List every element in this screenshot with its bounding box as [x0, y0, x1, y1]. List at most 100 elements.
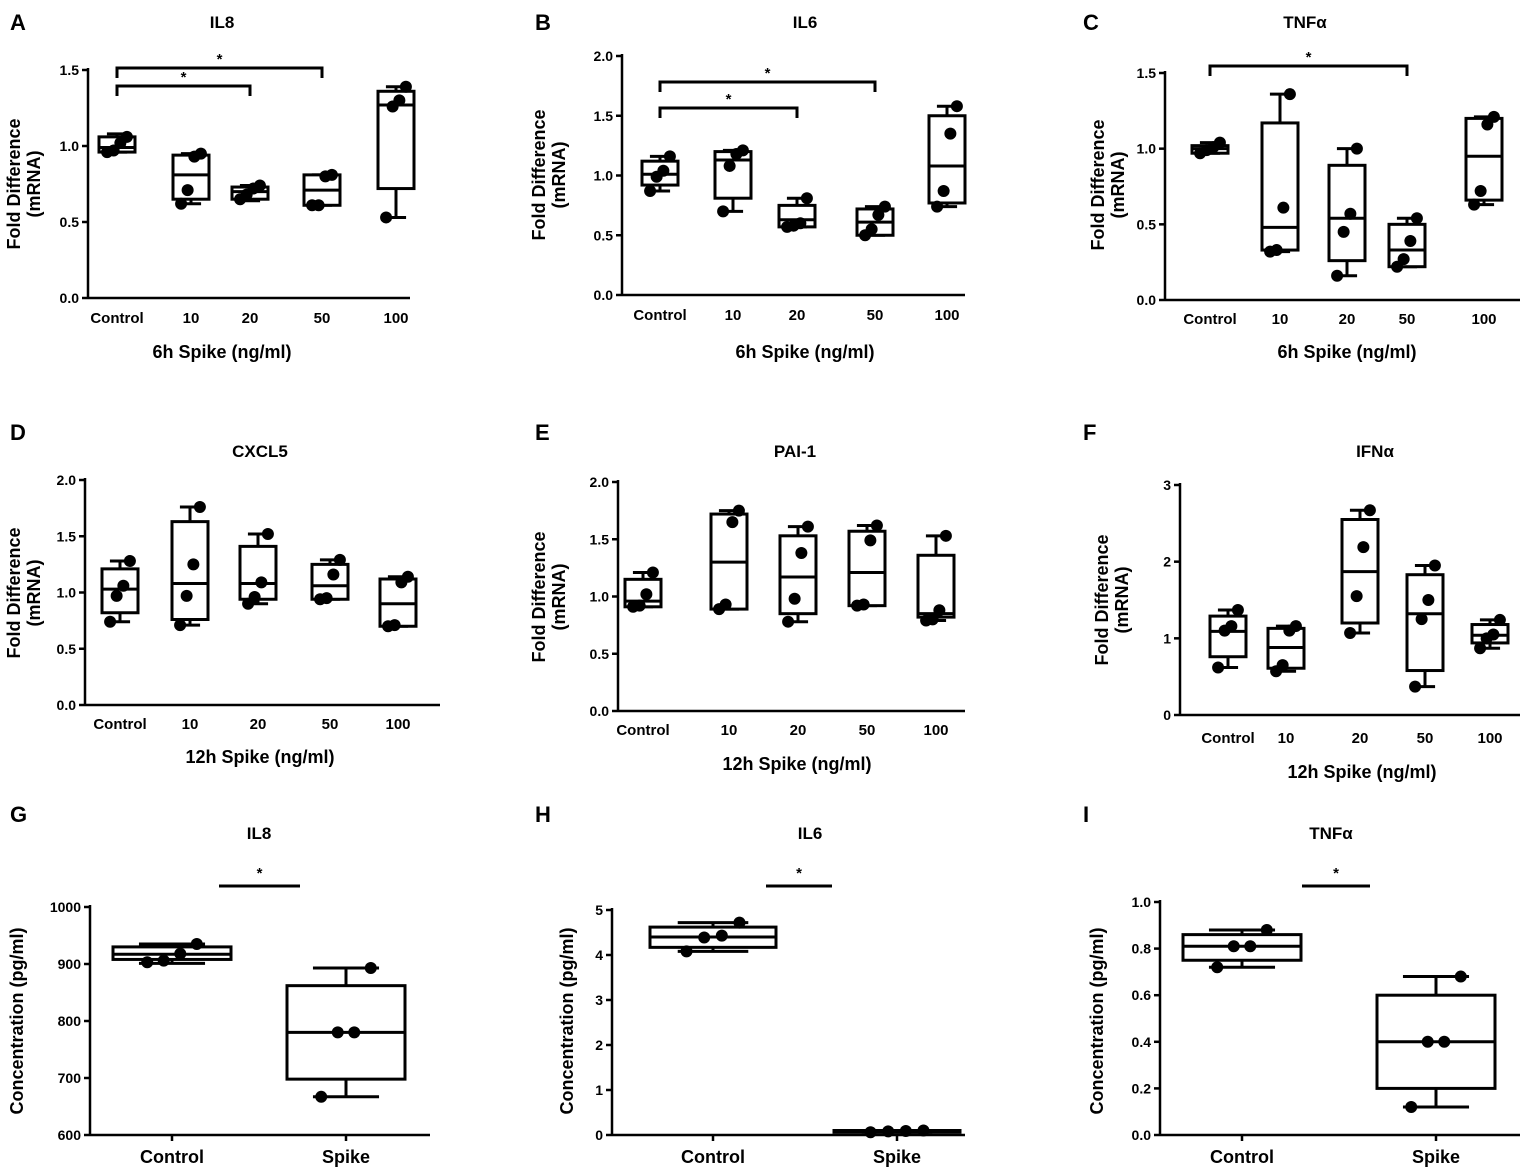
y-axis-label: Fold Difference: [1092, 534, 1112, 665]
x-tick-label: 100: [1471, 311, 1496, 328]
data-point: [399, 80, 412, 93]
y-axis-label: Fold Difference: [529, 109, 549, 240]
y-tick-label: 4: [595, 947, 603, 963]
data-point: [1397, 253, 1410, 266]
data-point: [1487, 110, 1500, 123]
y-axis-label: Fold Difference: [1088, 119, 1108, 250]
y-tick-label: 0.4: [1132, 1034, 1152, 1050]
data-point: [253, 179, 266, 192]
data-point: [380, 211, 393, 224]
x-axis-label: 6h Spike (ng/ml): [1277, 342, 1416, 362]
data-point: [1422, 594, 1435, 606]
panel-letter: I: [1083, 802, 1089, 827]
data-point: [1428, 559, 1441, 572]
y-tick-label: 0.5: [1137, 216, 1157, 232]
x-tick-label: 10: [1272, 311, 1289, 328]
data-point: [325, 168, 338, 181]
panel-c: C TNFα 0.0 0.5 1.0 1.5 Control 10 20 50 100 6h Spik…: [1083, 10, 1520, 362]
y-axis-label-unit: (mRNA): [549, 142, 569, 209]
box-iqr: [238, 544, 278, 601]
y-axis-label-group: Fold Difference (mRNA): [1092, 534, 1132, 665]
panel-letter: H: [535, 802, 551, 827]
chart-title: IL8: [210, 13, 235, 32]
data-point: [733, 916, 746, 929]
data-point: [315, 1090, 328, 1103]
y-axis-label-group: Concentration (pg/ml): [557, 928, 577, 1115]
data-point: [1244, 940, 1257, 953]
panel-g: G IL8 600 700 800 900 1000 Control Spike Concentr…: [7, 802, 430, 1167]
y-tick-label: 1.0: [1137, 141, 1157, 157]
data-point: [926, 613, 939, 626]
y-axis-label-unit: (mRNA): [1112, 567, 1132, 634]
y-axis-label-unit: (mRNA): [1108, 152, 1128, 219]
data-point: [644, 185, 657, 198]
y-tick-label: 3: [1163, 477, 1171, 493]
y-axis-label-group: Fold Difference (mRNA): [529, 531, 569, 662]
panel-letter: D: [10, 420, 26, 445]
data-point: [1289, 620, 1302, 633]
x-axis-label: 6h Spike (ng/ml): [152, 342, 291, 362]
data-point: [364, 961, 377, 974]
y-axis-label-unit: (mRNA): [24, 151, 44, 218]
x-tick-label: 100: [934, 307, 959, 324]
chart-title: IL6: [793, 13, 818, 32]
y-axis-label: Concentration (pg/ml): [557, 928, 577, 1115]
box-iqr: [100, 567, 140, 615]
data-point: [117, 579, 130, 592]
data-point: [698, 931, 711, 944]
y-axis-label-group: Fold Difference (mRNA): [4, 118, 44, 249]
y-tick-label: 1.5: [57, 528, 77, 544]
y-tick-label: 0.0: [590, 703, 610, 719]
data-point: [1213, 136, 1226, 149]
x-tick-label: 10: [721, 722, 738, 739]
data-point: [1344, 207, 1357, 220]
y-axis-label-group: Fold Difference (mRNA): [1088, 119, 1128, 250]
data-point: [657, 164, 670, 177]
significance-bracket: [1208, 64, 1409, 76]
significance-star: *: [217, 51, 223, 68]
panel-d: D CXCL5 0.0 0.5 1.0 1.5 2.0 Control 10 20 50 100 12h…: [4, 420, 440, 767]
y-tick-label: 1.0: [1132, 894, 1152, 910]
x-tick-label: 20: [250, 716, 267, 733]
data-point: [800, 192, 813, 205]
data-point: [795, 546, 808, 559]
x-tick-label: 10: [182, 716, 199, 733]
y-tick-label: 0.5: [590, 646, 610, 662]
x-tick-label: 100: [923, 722, 948, 739]
x-tick-label: 10: [1278, 730, 1295, 747]
data-point: [933, 604, 946, 617]
significance-star: *: [1306, 49, 1312, 66]
chart-title: PAI-1: [774, 442, 816, 461]
panel-letter: E: [535, 420, 550, 445]
y-axis-label-group: Fold Difference (mRNA): [529, 109, 569, 240]
data-point: [663, 150, 676, 163]
data-point: [872, 208, 885, 221]
data-point: [1225, 620, 1238, 633]
data-point: [1410, 212, 1423, 225]
y-tick-label: 0.6: [1132, 987, 1152, 1003]
data-point: [327, 568, 340, 581]
x-tick-label: 50: [859, 722, 876, 739]
y-axis-label: Fold Difference: [529, 531, 549, 662]
y-tick-label: 0: [1163, 707, 1171, 723]
y-tick-label: 900: [58, 956, 82, 972]
panel-h: H IL6 0 1 2 3 4 5 Control Spike Concentration (pg/…: [535, 802, 965, 1167]
data-point: [1331, 269, 1344, 282]
data-point: [788, 592, 801, 605]
y-tick-label: 0.2: [1132, 1080, 1152, 1096]
data-point: [723, 159, 736, 172]
x-tick-label: 20: [790, 722, 807, 739]
x-tick-label: Control: [681, 1147, 745, 1167]
box-iqr: [170, 520, 210, 621]
y-tick-label: 1000: [50, 899, 81, 915]
y-tick-label: 700: [58, 1070, 82, 1086]
x-tick-label: Spike: [1412, 1147, 1460, 1167]
data-point: [1415, 613, 1428, 626]
data-point: [1276, 659, 1289, 672]
data-point: [640, 588, 653, 601]
y-axis-label: Fold Difference: [4, 527, 24, 658]
data-point: [180, 589, 193, 602]
y-tick-label: 1.5: [60, 62, 80, 78]
data-point: [1493, 613, 1506, 626]
data-point: [1270, 244, 1283, 257]
